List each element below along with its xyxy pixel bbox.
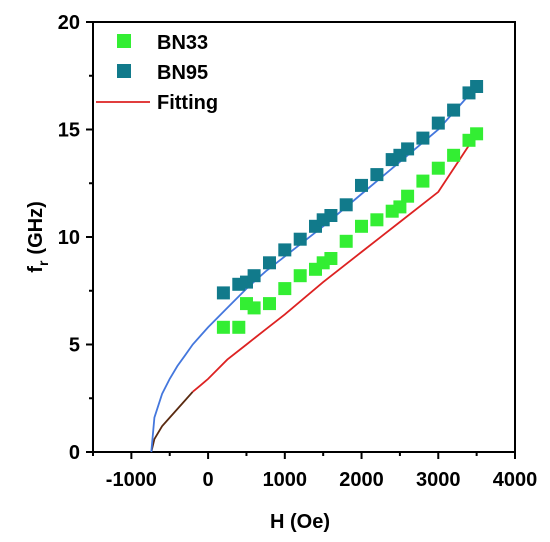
y-axis-title-group: fr (GHz) [25, 201, 51, 272]
x-tick-label: 3000 [416, 469, 461, 491]
x-tick-label: 4000 [493, 469, 538, 491]
y-axis-title-subscript: r [35, 260, 51, 266]
marker-bn33 [339, 234, 353, 248]
marker-bn95 [447, 103, 461, 117]
marker-bn33 [232, 320, 246, 334]
x-tick-label: 1000 [263, 469, 308, 491]
marker-bn33 [401, 189, 415, 203]
marker-bn33 [293, 269, 307, 283]
marker-bn33 [470, 127, 484, 141]
y-axis-title: fr (GHz) [25, 201, 51, 272]
marker-bn33 [278, 282, 292, 296]
marker-bn33 [263, 297, 276, 311]
marker-bn95 [370, 168, 384, 182]
marker-bn95 [401, 142, 415, 156]
legend-label-bn95: BN95 [157, 62, 208, 84]
y-tick-label: 20 [58, 12, 80, 34]
y-tick-label: 0 [69, 442, 80, 464]
marker-bn33 [355, 219, 368, 233]
marker-bn33 [447, 148, 461, 162]
marker-bn33 [431, 161, 445, 175]
marker-bn95 [339, 198, 353, 212]
y-tick-label: 15 [58, 120, 80, 142]
x-tick-label: 2000 [339, 469, 384, 491]
y-tick-label: 5 [69, 335, 80, 357]
marker-bn95 [263, 256, 276, 270]
marker-bn95 [324, 209, 338, 222]
marker-bn95 [431, 116, 445, 130]
marker-bn33 [216, 320, 230, 334]
x-tick-label: -1000 [106, 469, 157, 491]
marker-bn95 [470, 80, 484, 93]
marker-bn95 [247, 269, 261, 283]
marker-bn33 [416, 174, 430, 188]
marker-bn95 [216, 286, 230, 300]
legend-marker-bn33 [117, 34, 131, 48]
legend-marker-bn95 [117, 64, 131, 78]
marker-bn95 [278, 243, 292, 257]
marker-bn33 [247, 301, 261, 315]
y-tick-label: 10 [58, 227, 80, 249]
marker-bn33 [370, 213, 384, 227]
y-axis-title-symbol: f [25, 266, 47, 273]
x-axis-title: H (Oe) [270, 511, 330, 533]
marker-bn95 [355, 178, 368, 192]
legend-label-bn33: BN33 [157, 32, 208, 54]
x-tick-label: 0 [203, 469, 214, 491]
y-axis-title-unit: (GHz) [25, 201, 47, 254]
marker-bn95 [416, 131, 430, 145]
y-axis: 0 5 10 15 20 [58, 12, 93, 464]
marker-bn33 [393, 200, 407, 214]
marker-bn95 [293, 232, 307, 246]
legend-label-fitting: Fitting [157, 92, 218, 114]
legend: BN33 BN95 Fitting [96, 32, 218, 114]
fitting-curve-bn33-low [150, 391, 194, 453]
marker-bn33 [324, 252, 338, 265]
x-axis: -1000 0 1000 2000 3000 4000 [92, 452, 538, 491]
data-markers [216, 80, 484, 334]
fitting-curve-bn33 [192, 133, 478, 393]
